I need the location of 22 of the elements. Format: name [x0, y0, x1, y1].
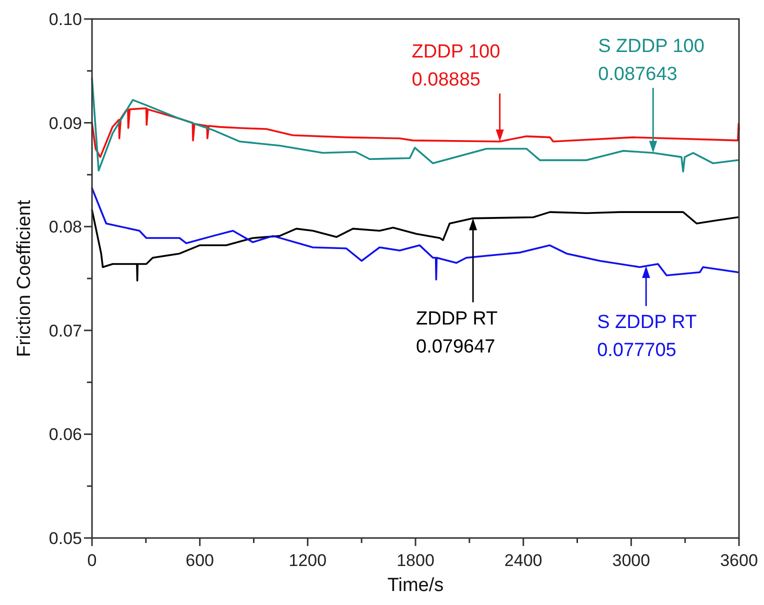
- y-tick-label: 0.09: [48, 114, 82, 133]
- line-series: [91, 209, 739, 282]
- line-series: [91, 107, 740, 158]
- x-tick-label: 3600: [720, 551, 758, 570]
- x-tick-label: 600: [186, 551, 214, 570]
- y-tick-label: 0.07: [48, 321, 82, 340]
- x-axis-title: Time/s: [387, 575, 444, 596]
- y-tick-label: 0.08: [48, 218, 82, 237]
- annotation: ZDDP RT 0.079647: [416, 308, 498, 358]
- annotation: ZDDP 100 0.08885: [412, 41, 500, 90]
- x-tick-label: 1200: [288, 551, 327, 570]
- line-series: [91, 187, 739, 280]
- x-tick-label: 0: [87, 551, 97, 570]
- annotation: S ZDDP RT 0.077705: [597, 312, 698, 362]
- x-tick-label: 1800: [396, 551, 434, 570]
- y-axis-title: Friction Coefficient: [14, 199, 35, 357]
- x-tick-label: 3000: [612, 551, 650, 570]
- annotation: S ZDDP 100 0.087643: [598, 36, 704, 85]
- y-tick-label: 0.10: [48, 10, 82, 29]
- y-tick-label: 0.06: [48, 425, 82, 444]
- x-tick-label: 2400: [504, 551, 542, 570]
- y-tick-label: 0.05: [48, 529, 82, 548]
